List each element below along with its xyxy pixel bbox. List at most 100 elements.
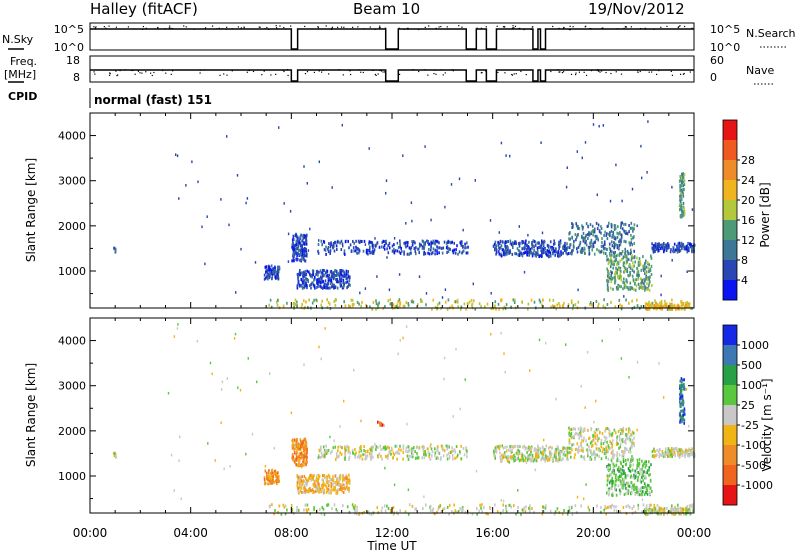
range-cell [636, 487, 638, 491]
range-cell [292, 438, 294, 442]
range-cell [300, 456, 302, 460]
range-cell [609, 265, 612, 269]
status-dot [304, 73, 307, 75]
range-cell [442, 454, 445, 458]
velocity-frame [89, 317, 695, 514]
range-cell [529, 504, 531, 508]
range-cell [405, 446, 408, 450]
range-cell [585, 222, 588, 226]
range-cell [678, 248, 681, 252]
colorbar-tick-label: 28 [741, 154, 755, 167]
range-cell [548, 250, 550, 254]
range-cell [638, 286, 641, 290]
range-cell [526, 253, 528, 257]
range-cell [573, 239, 575, 243]
range-cell [396, 241, 399, 245]
freq-tick-bottom: 8 [73, 71, 80, 84]
range-cell [316, 269, 318, 273]
range-cell [453, 248, 456, 252]
range-cell [365, 251, 368, 255]
range-cell [461, 507, 463, 511]
status-dot [258, 26, 260, 28]
range-cell [481, 503, 483, 507]
range-cell [369, 452, 371, 455]
range-cell [630, 258, 633, 262]
range-cell [302, 439, 304, 443]
range-cell [611, 503, 613, 507]
range-cell [553, 242, 556, 246]
range-cell [616, 263, 618, 266]
range-cell [306, 489, 309, 493]
range-cell [549, 454, 551, 458]
status-dot [644, 28, 647, 30]
range-cell [270, 472, 272, 476]
status-dot [583, 71, 585, 73]
status-dot [204, 69, 206, 71]
range-cell [633, 264, 635, 268]
range-cell [308, 488, 311, 492]
range-cell [306, 447, 308, 451]
range-cell [457, 252, 459, 256]
range-cell [623, 469, 625, 473]
range-cell [522, 459, 525, 463]
range-cell [362, 249, 365, 253]
range-cell [306, 455, 308, 459]
range-cell [568, 438, 571, 442]
range-cell [320, 445, 322, 449]
range-cell [532, 239, 535, 243]
range-cell [652, 304, 655, 308]
range-cell [448, 246, 450, 250]
station-title: Halley (fitACF) [90, 0, 198, 18]
range-cell [340, 271, 342, 275]
range-cell [323, 248, 326, 252]
status-dot [511, 73, 513, 76]
range-cell [558, 240, 560, 244]
range-cell [296, 458, 298, 462]
range-cell [263, 482, 266, 486]
status-dot [218, 27, 220, 29]
range-cell [413, 446, 415, 450]
range-cell [434, 447, 436, 451]
range-cell [503, 451, 506, 455]
range-cell [515, 512, 517, 516]
range-cell [611, 491, 614, 495]
range-cell [635, 284, 638, 288]
range-cell [629, 270, 631, 274]
range-cell [573, 245, 575, 249]
range-cell [299, 252, 301, 256]
range-cell [636, 461, 639, 465]
range-cell [334, 474, 337, 478]
range-cell [621, 486, 624, 490]
range-cell [560, 250, 562, 254]
power-frame [89, 112, 695, 309]
range-cell [614, 476, 617, 480]
range-cell [679, 244, 682, 248]
status-dot [165, 72, 167, 74]
range-cell [632, 456, 634, 460]
range-cell [287, 232, 290, 236]
status-dot [306, 71, 309, 73]
range-cell [686, 250, 688, 254]
range-cell [613, 428, 616, 432]
range-cell [617, 442, 619, 446]
range-cell [616, 457, 619, 461]
range-cell [307, 488, 310, 492]
range-cell [523, 270, 526, 274]
status-dot [602, 27, 604, 29]
range-cell [544, 456, 547, 460]
nsky-frame [89, 22, 695, 51]
range-cell [297, 251, 299, 255]
range-cell [590, 441, 592, 445]
range-cell [544, 450, 546, 454]
range-cell [476, 507, 478, 511]
status-dot [570, 73, 573, 75]
range-cell [623, 229, 625, 233]
range-cell [679, 204, 682, 208]
range-cell [518, 459, 521, 463]
range-cell [603, 448, 606, 452]
range-cell [581, 156, 583, 160]
range-cell [377, 455, 379, 459]
nsky-trace [90, 25, 694, 50]
range-cell [531, 457, 534, 461]
range-cell [348, 457, 350, 461]
